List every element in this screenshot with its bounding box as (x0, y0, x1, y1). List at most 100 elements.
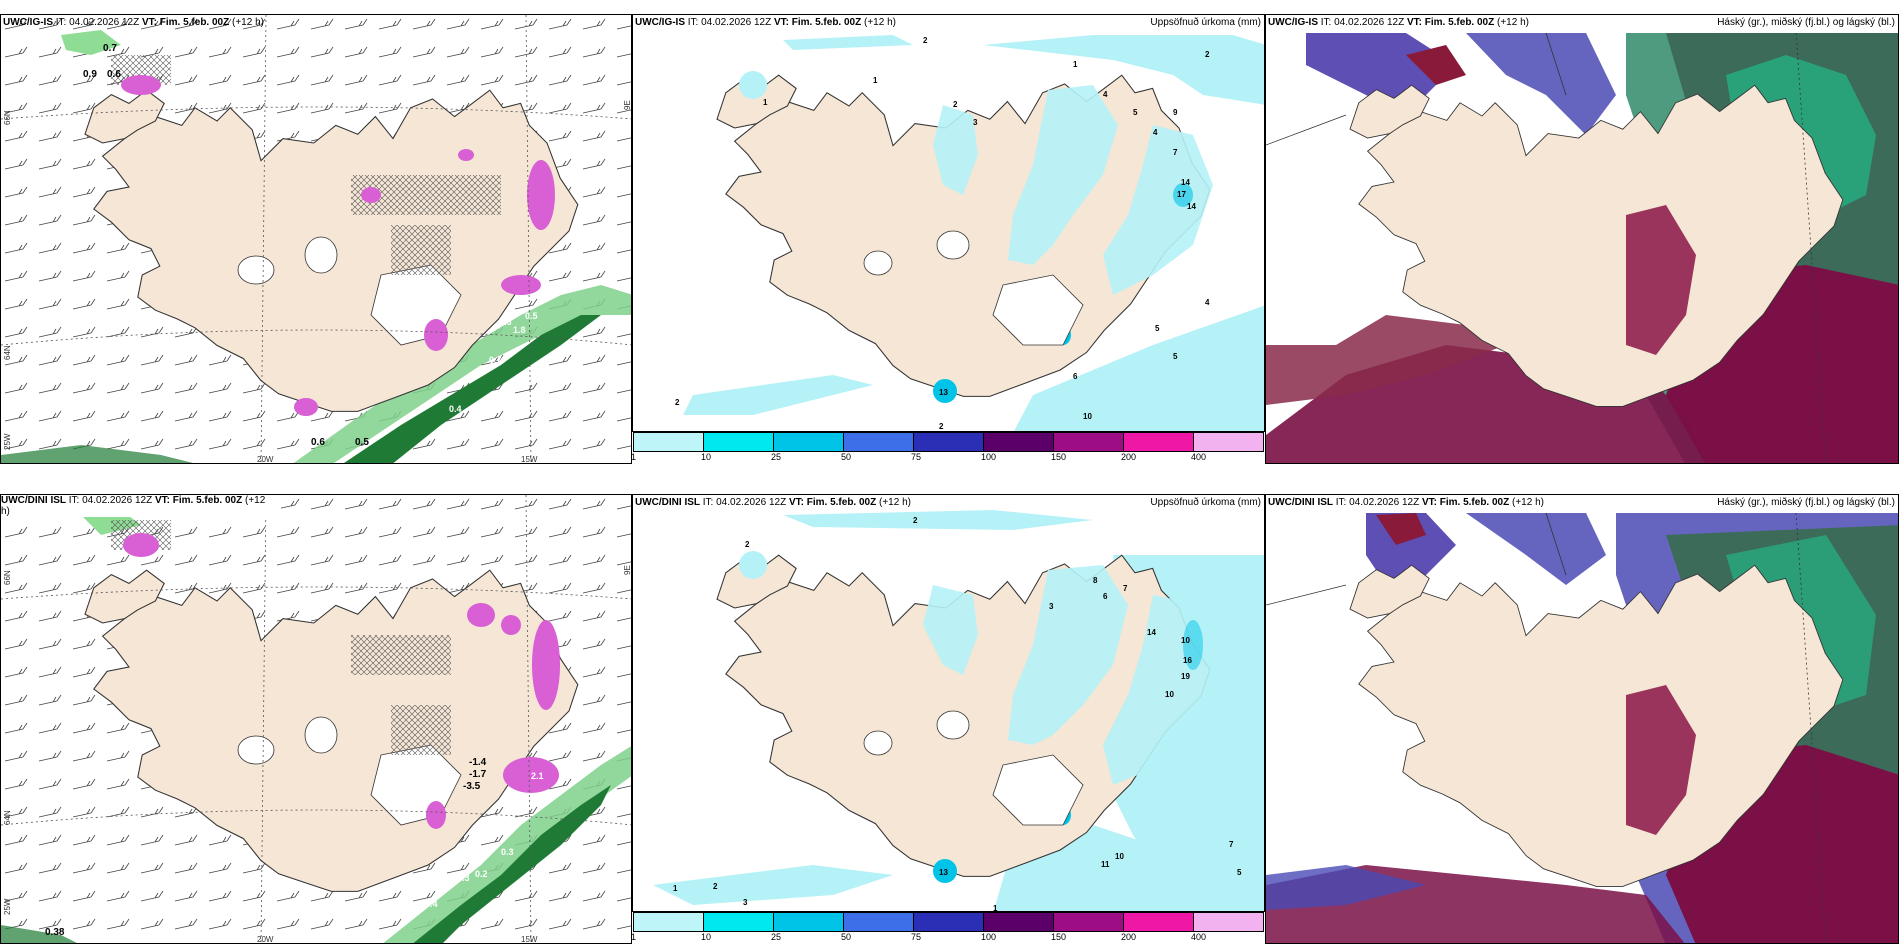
colorbar-tick: 200 (1121, 452, 1137, 462)
value-label: 0.5 (355, 437, 369, 448)
value-label: -1.4 (469, 757, 487, 768)
value-label: 2 (713, 882, 718, 891)
panel-header: UWC/DINI ISL IT: 04.02.2026 12Z VT: Fim.… (635, 497, 911, 508)
value-label: 1 (763, 98, 768, 107)
field-title: Uppsöfnuð úrkoma (mm) (1150, 497, 1261, 508)
value-label: 13 (939, 868, 948, 877)
lat-label: 64N (3, 810, 12, 825)
value-label: 10 (1083, 412, 1092, 421)
panel-top-right: UWC/IG-IS IT: 04.02.2026 12Z VT: Fim. 5.… (1265, 14, 1899, 464)
value-label: 14 (1187, 202, 1196, 211)
value-label: 3 (973, 118, 978, 127)
lon-label: 15W (521, 935, 538, 944)
colorbar-swatch (984, 433, 1054, 451)
colorbar-tick: 75 (911, 452, 922, 462)
value-label: 0.4 (425, 899, 438, 909)
value-label: 2 (913, 516, 918, 525)
value-label: 5 (1173, 352, 1178, 361)
value-label: 0.38 (45, 927, 65, 938)
value-label: 2 (923, 36, 928, 45)
precip-map: 2 2 1 1 1 2 3 4 5 4 9 7 14 17 14 4 5 5 6… (675, 35, 1264, 431)
value-label: 2 (1205, 50, 1210, 59)
value-label: 10 (1165, 690, 1174, 699)
value-label: 1 (873, 76, 878, 85)
panel-header: UWC/IG-IS IT: 04.02.2026 12Z VT: Fim. 5.… (1268, 17, 1529, 28)
value-label: 5 (1155, 324, 1160, 333)
panel-bottom-mid: UWC/DINI ISL IT: 04.02.2026 12Z VT: Fim.… (632, 494, 1265, 912)
value-label: 4 (1103, 90, 1108, 99)
colorbar-tick: 400 (1191, 452, 1207, 462)
lat-label: 9E (623, 100, 632, 110)
precip-colorbar (633, 432, 1264, 452)
value-label: 1 (993, 904, 998, 912)
colorbar-tick: 25 (771, 452, 782, 462)
colorbar-tick: 75 (911, 932, 922, 942)
cloud-map (1266, 512, 1898, 943)
lat-label: 66N (3, 570, 12, 585)
value-label: 5 (1133, 108, 1138, 117)
value-label: 2.1 (531, 771, 544, 781)
value-label: 0.9 (83, 69, 97, 80)
colorbar-swatch (634, 913, 704, 931)
colorbar-swatch (914, 913, 984, 931)
colorbar-swatch (844, 433, 914, 451)
panel-top-left: UWC/IG-IS IT: 04.02.2026 12Z VT: Fim. 5.… (0, 14, 632, 464)
colorbar-tick: 400 (1191, 932, 1207, 942)
value-label: -3.5 (463, 781, 481, 792)
panel-header: UWC/DINI ISL IT: 04.02.2026 12Z VT: Fim.… (1268, 497, 1544, 508)
value-label: 16 (1183, 656, 1192, 665)
panel-bottom-right: UWC/DINI ISL IT: 04.02.2026 12Z VT: Fim.… (1265, 494, 1899, 944)
value-label: 0.6 (107, 69, 121, 80)
value-label: 19 (1181, 672, 1190, 681)
value-label: 0.2 (441, 877, 454, 887)
colorbar-tick: 1 (631, 932, 637, 942)
panel-top-mid: UWC/IG-IS IT: 04.02.2026 12Z VT: Fim. 5.… (632, 14, 1265, 432)
value-label: 3 (743, 898, 748, 907)
value-label: 0.7 (489, 355, 502, 365)
value-label: 10 (1181, 636, 1190, 645)
colorbar-tick: 10 (701, 452, 712, 462)
panel-header: UWC/IG-IS IT: 04.02.2026 12Z VT: Fim. 5.… (3, 17, 264, 28)
value-label: 0.7 (103, 43, 117, 54)
cloud-map (1266, 32, 1898, 463)
value-label: 14 (1181, 178, 1190, 187)
value-label: 13 (939, 388, 948, 397)
value-label: 9 (1173, 108, 1178, 117)
value-label: 1.8 (513, 325, 526, 335)
value-label: 0.6 (311, 437, 325, 448)
value-label: 8 (1093, 576, 1098, 585)
value-label: 4 (1153, 128, 1158, 137)
colorbar-tick: 150 (1051, 452, 1067, 462)
value-label: 0.3 (457, 873, 470, 883)
value-label: 2 (745, 540, 750, 549)
field-title: Háský (gr.), miðský (fj.bl.) og lágský (… (1717, 17, 1895, 28)
value-label: 2 (953, 100, 958, 109)
colorbar-ticks: 1 10 25 50 75 100 150 200 400 (631, 452, 1264, 464)
wind-snow-map: 0.7 0.9 0.6 0.6 0.5 0.4 0.7 0.6 1.8 0.5 (1, 15, 631, 463)
lon-label: 15W (521, 455, 538, 464)
lat-label: 9E (623, 565, 632, 575)
value-label: 14 (1147, 628, 1156, 637)
panel-header: UWC/DINI ISL IT: 04.02.2026 12Z VT: Fim.… (1, 495, 281, 517)
value-label: 4 (1205, 298, 1210, 307)
colorbar-swatch (774, 433, 844, 451)
colorbar-swatch (1194, 913, 1263, 931)
colorbar-tick: 1 (631, 452, 637, 462)
value-label: 1 (673, 884, 678, 893)
value-label: 5 (1237, 868, 1242, 877)
colorbar-tick: 100 (981, 932, 997, 942)
colorbar-tick: 25 (771, 932, 782, 942)
lat-label: 25W (3, 433, 12, 450)
colorbar-swatch (1194, 433, 1263, 451)
colorbar-tick: 200 (1121, 932, 1137, 942)
value-label: 7 (1173, 148, 1178, 157)
value-label: 0.6 (499, 317, 512, 327)
panel-header: UWC/IG-IS IT: 04.02.2026 12Z VT: Fim. 5.… (635, 17, 896, 28)
value-label: 6 (1103, 592, 1108, 601)
value-label: 7 (1123, 584, 1128, 593)
colorbar-swatch (984, 913, 1054, 931)
colorbar-swatch (774, 913, 844, 931)
colorbar-tick: 50 (841, 452, 852, 462)
value-label: 10 (1115, 852, 1124, 861)
wind-snow-map: -1.4 -1.7 -3.5 2.1 0.3 0.2 0.3 0.2 0.4 0… (1, 495, 631, 943)
